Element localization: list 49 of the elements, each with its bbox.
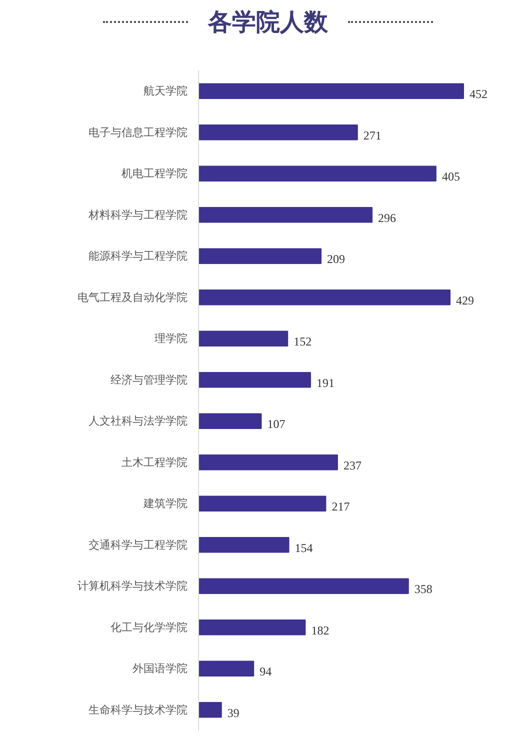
data-label: 237: [343, 458, 362, 472]
bar: [198, 660, 254, 677]
data-label: 94: [260, 664, 272, 679]
y-tick-label: 土木工程学院: [122, 456, 188, 469]
bar: [198, 124, 358, 140]
data-label: 154: [294, 540, 313, 555]
data-label: 209: [327, 252, 346, 266]
y-tick-label: 人文社科与法学学院: [88, 414, 188, 428]
data-label: 429: [456, 293, 474, 308]
data-label: 182: [311, 623, 330, 638]
bar: [198, 372, 311, 388]
data-label: 296: [378, 210, 396, 225]
bar: [198, 536, 290, 553]
bar: [198, 496, 326, 512]
y-tick-label: 计算机科学与技术学院: [78, 580, 188, 593]
y-tick-label: 交通科学与工程学院: [88, 538, 188, 552]
y-tick-label: 电气工程及自动化学院: [78, 290, 188, 304]
y-tick-label: 材料科学与工程学院: [88, 208, 188, 222]
y-tick-label: 化工与化学学院: [110, 620, 188, 634]
data-label: 405: [442, 170, 460, 184]
y-tick-label: 经济与管理学院: [110, 373, 188, 386]
bar: [198, 578, 409, 594]
y-tick-label: 生命科学与技术学院: [88, 703, 188, 716]
data-label: 271: [363, 128, 382, 142]
data-label: 358: [414, 582, 432, 596]
chart-title: 各学院人数: [208, 7, 328, 38]
y-tick-label: 电子与信息工程学院: [88, 126, 188, 139]
bar: [198, 289, 451, 306]
bar: [198, 619, 306, 636]
y-tick-label: 能源科学与工程学院: [88, 250, 188, 263]
data-label: 107: [267, 417, 286, 432]
y-tick-label: 机电工程学院: [122, 167, 188, 180]
bar: [198, 454, 338, 470]
y-tick-label: 航天学院: [144, 84, 188, 98]
data-label: 217: [332, 500, 350, 514]
data-label: 191: [316, 376, 334, 390]
data-label: 152: [294, 334, 312, 349]
bar: [198, 413, 262, 430]
bar: [198, 702, 222, 718]
bar: [198, 83, 464, 100]
data-label: 452: [470, 87, 488, 102]
bar: [198, 248, 322, 264]
bar: [198, 166, 436, 182]
bar: [198, 206, 373, 223]
y-tick-label: 建筑学院: [142, 497, 188, 510]
y-tick-label: 理学院: [154, 332, 188, 346]
data-label: 39: [227, 706, 240, 720]
bar: [198, 330, 288, 347]
y-tick-label: 外国语学院: [132, 662, 188, 676]
